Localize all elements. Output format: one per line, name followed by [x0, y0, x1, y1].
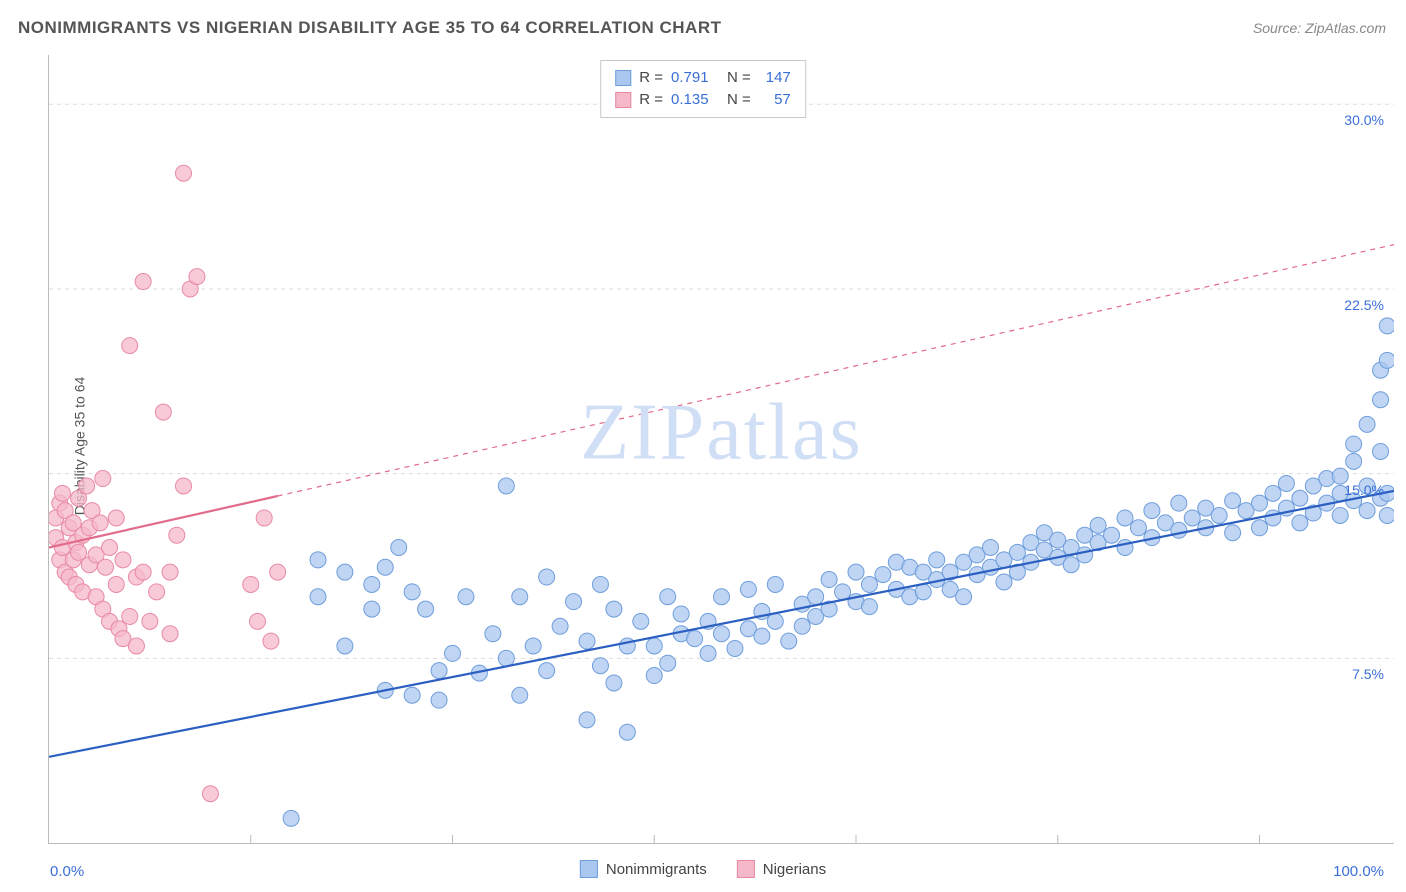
stats-r-value: 0.791 — [671, 67, 719, 89]
legend-swatch — [737, 860, 755, 878]
y-tick-label: 15.0% — [1344, 482, 1384, 498]
legend-swatch — [580, 860, 598, 878]
plot-area: ZIPatlas — [48, 55, 1394, 844]
stats-r-label: R = — [639, 89, 663, 111]
legend-label: Nonimmigrants — [606, 861, 707, 878]
stats-swatch — [615, 92, 631, 108]
stats-row: R = 0.135 N = 57 — [615, 89, 791, 111]
y-tick-label: 30.0% — [1344, 112, 1384, 128]
stats-row: R = 0.791 N = 147 — [615, 67, 791, 89]
y-tick-label: 22.5% — [1344, 297, 1384, 313]
legend-label: Nigerians — [763, 861, 826, 878]
stats-r-label: R = — [639, 67, 663, 89]
chart-title: NONIMMIGRANTS VS NIGERIAN DISABILITY AGE… — [18, 18, 721, 38]
stats-r-value: 0.135 — [671, 89, 719, 111]
source-label: Source: ZipAtlas.com — [1253, 20, 1386, 36]
x-axis-max-label: 100.0% — [1333, 863, 1384, 880]
chart-container: NONIMMIGRANTS VS NIGERIAN DISABILITY AGE… — [0, 0, 1406, 892]
stats-n-value: 147 — [759, 67, 791, 89]
plot-svg — [49, 55, 1394, 843]
stats-n-label: N = — [727, 67, 751, 89]
stats-swatch — [615, 70, 631, 86]
stats-box: R = 0.791 N = 147 R = 0.135 N = 57 — [600, 60, 806, 118]
legend-item: Nonimmigrants — [580, 860, 707, 878]
legend-bottom: Nonimmigrants Nigerians — [580, 860, 826, 878]
y-tick-label: 7.5% — [1352, 666, 1384, 682]
legend-item: Nigerians — [737, 860, 826, 878]
x-axis-min-label: 0.0% — [50, 863, 84, 880]
stats-n-label: N = — [727, 89, 751, 111]
stats-n-value: 57 — [759, 89, 791, 111]
